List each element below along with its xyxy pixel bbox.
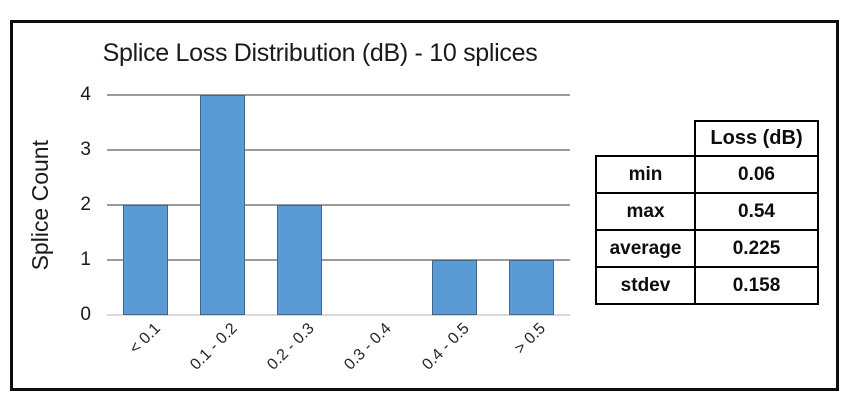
x-tick-label: < 0.1 — [126, 320, 164, 358]
y-tick-label: 0 — [80, 304, 91, 325]
x-tick-label: 0.3 - 0.4 — [341, 320, 396, 374]
stats-header-row: Loss (dB) — [596, 120, 819, 157]
stats-value: 0.06 — [694, 155, 819, 194]
gridline — [107, 259, 570, 261]
x-axis-labels: < 0.1 0.1 - 0.2 0.2 - 0.3 0.3 - 0.4 0.4 - 0.… — [107, 320, 570, 392]
stats-value: 0.54 — [694, 192, 819, 231]
x-tick-label: 0.1 - 0.2 — [187, 320, 241, 374]
stats-label: max — [595, 192, 696, 231]
y-tick-label: 3 — [80, 139, 91, 160]
gridline — [107, 94, 570, 96]
x-tick-label: 0.2 - 0.3 — [264, 320, 318, 374]
bar-0.2 - 0.3 — [277, 205, 323, 315]
stats-table: Loss (dB) min 0.06 max 0.54 average 0.225 stde… — [595, 120, 819, 305]
x-tick-label: 0.4 - 0.5 — [418, 320, 473, 374]
gridline — [107, 204, 570, 206]
y-axis-ticks: 0 1 2 3 4 — [57, 84, 91, 325]
stats-label: stdev — [595, 266, 696, 305]
stats-table-body: min 0.06 max 0.54 average 0.225 stdev 0.158 — [595, 155, 819, 305]
bar-< 0.1 — [123, 205, 169, 315]
stats-corner-cell — [596, 121, 695, 156]
stats-row-max: max 0.54 — [595, 192, 819, 231]
y-tick-label: 4 — [80, 84, 91, 105]
stats-row-min: min 0.06 — [595, 155, 819, 194]
stats-label: min — [595, 155, 696, 194]
bar-0.1 - 0.2 — [200, 95, 246, 315]
stats-label: average — [595, 229, 696, 268]
y-tick-label: 1 — [80, 249, 91, 270]
x-axis-line — [107, 314, 570, 316]
stats-value: 0.158 — [694, 266, 819, 305]
chart-title: Splice Loss Distribution (dB) - 10 splic… — [102, 39, 538, 67]
x-tick-label: > 0.5 — [511, 320, 550, 358]
stats-value: 0.225 — [694, 229, 819, 268]
plot-area — [107, 94, 570, 316]
y-tick-label: 2 — [80, 194, 91, 215]
y-axis-title-text: Splice Count — [26, 139, 53, 271]
chart-frame: Splice Loss Distribution (dB) - 10 splic… — [10, 20, 839, 391]
stats-row-average: average 0.225 — [595, 229, 819, 268]
stats-row-stdev: stdev 0.158 — [595, 266, 819, 305]
bar-0.4 - 0.5 — [431, 260, 477, 315]
y-axis-title: Splice Count — [23, 95, 57, 315]
gridline — [107, 149, 570, 151]
bar-> 0.5 — [508, 260, 554, 315]
stats-value-header: Loss (dB) — [694, 120, 819, 157]
